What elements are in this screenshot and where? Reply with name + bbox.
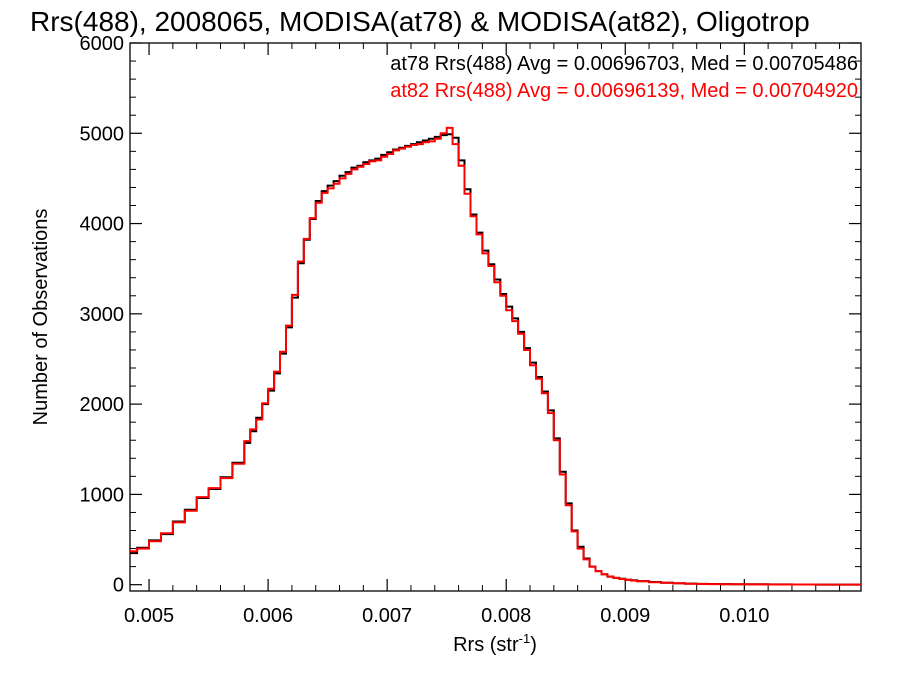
series-line-at82	[130, 126, 861, 586]
y-axis-label: Number of Observations	[30, 209, 52, 426]
y-tick-label: 5000	[80, 123, 125, 145]
series-line-at78	[130, 133, 861, 586]
y-tick-label: 1000	[80, 484, 125, 506]
x-axis-label: Rrs (str-1)	[453, 631, 537, 656]
axis-ticks	[130, 42, 861, 591]
x-tick-label: 0.009	[600, 605, 650, 627]
x-tick-label: 0.007	[362, 605, 412, 627]
x-tick-label: 0.005	[124, 605, 174, 627]
y-tick-label: 0	[113, 575, 124, 597]
y-tick-label: 4000	[80, 214, 125, 236]
legend-label-at78: at78 Rrs(488) Avg = 0.00696703, Med = 0.…	[390, 53, 858, 75]
legend-label-at82: at82 Rrs(488) Avg = 0.00696139, Med = 0.…	[390, 80, 858, 102]
x-axis-label-main: Rrs (str	[453, 634, 519, 656]
x-tick-label: 0.010	[719, 605, 769, 627]
x-axis-label-close: )	[530, 634, 537, 656]
axis-tick-labels: 0.005 0.006 0.007 0.008 0.009 0.010 0 1000 2000 3…	[80, 33, 770, 627]
y-tick-label: 6000	[80, 33, 125, 55]
x-axis-label-exponent: -1	[519, 631, 531, 646]
series-layer	[130, 126, 861, 586]
x-tick-label: 0.006	[243, 605, 293, 627]
y-tick-label: 3000	[80, 304, 125, 326]
chart-title: Rrs(488), 2008065, MODISA(at78) & MODISA…	[30, 6, 810, 37]
plot-frame	[129, 42, 862, 592]
y-tick-label: 2000	[80, 394, 125, 416]
x-tick-label: 0.008	[481, 605, 531, 627]
